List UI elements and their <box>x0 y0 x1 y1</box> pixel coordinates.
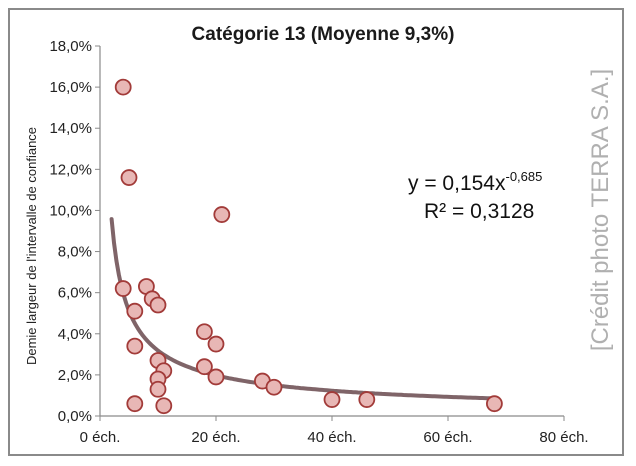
trendline-equation: y = 0,154x-0,685 <box>408 169 542 195</box>
y-tick-label: 12,0% <box>49 161 92 178</box>
data-point <box>149 296 167 314</box>
y-tick-label: 10,0% <box>49 202 92 219</box>
data-point <box>207 368 225 386</box>
data-point <box>213 206 231 223</box>
data-point <box>358 391 376 408</box>
data-point <box>155 397 173 415</box>
data-point <box>120 169 138 186</box>
x-tick-label: 20 éch. <box>191 429 240 446</box>
y-tick-label: 8,0% <box>58 244 92 261</box>
x-tick-label: 80 éch. <box>539 429 588 446</box>
y-tick-label: 18,0% <box>49 38 92 55</box>
equation-base: y = 0,154x <box>408 172 506 195</box>
y-tick-label: 0,0% <box>58 408 92 425</box>
chart-frame: Catégorie 13 (Moyenne 9,3%) Demie largeu… <box>8 8 624 456</box>
x-tick-label: 0 éch. <box>80 429 121 446</box>
equation-exponent: -0,685 <box>505 169 542 184</box>
y-tick-label: 2,0% <box>58 367 92 384</box>
data-point <box>126 337 144 355</box>
data-point <box>485 395 503 413</box>
data-point <box>195 323 213 341</box>
y-axis-ticks: 0,0% 2,0% 4,0% 6,0% 8,0% 10,0% 12,0% 14,0% 16,0%… <box>49 38 100 425</box>
data-point <box>126 302 144 320</box>
y-tick-label: 6,0% <box>58 285 92 302</box>
data-point <box>114 280 132 297</box>
x-tick-label: 60 éch. <box>423 429 472 446</box>
x-axis-ticks: 0 éch. 20 éch. 40 éch. 60 éch. 80 éch. <box>80 416 589 446</box>
x-tick-label: 40 éch. <box>307 429 356 446</box>
photo-credit-watermark: [Crédit photo TERRA S.A.] <box>587 69 614 351</box>
trendline-path <box>109 217 497 401</box>
chart-title: Catégorie 13 (Moyenne 9,3%) <box>192 24 455 45</box>
data-point <box>265 378 283 396</box>
power-trendline <box>109 217 497 401</box>
y-tick-label: 4,0% <box>58 326 92 343</box>
data-point <box>126 395 144 413</box>
data-point <box>323 391 341 408</box>
data-point <box>149 380 167 398</box>
data-points <box>114 78 503 415</box>
data-point <box>207 335 225 353</box>
data-point <box>114 78 132 96</box>
r-squared-label: R² = 0,3128 <box>424 200 534 223</box>
data-point <box>195 358 213 376</box>
y-tick-label: 16,0% <box>49 79 92 96</box>
y-axis-title: Demie largeur de l'intervalle de confian… <box>24 127 39 365</box>
scatter-chart: Catégorie 13 (Moyenne 9,3%) Demie largeu… <box>24 24 614 446</box>
y-tick-label: 14,0% <box>49 120 92 137</box>
